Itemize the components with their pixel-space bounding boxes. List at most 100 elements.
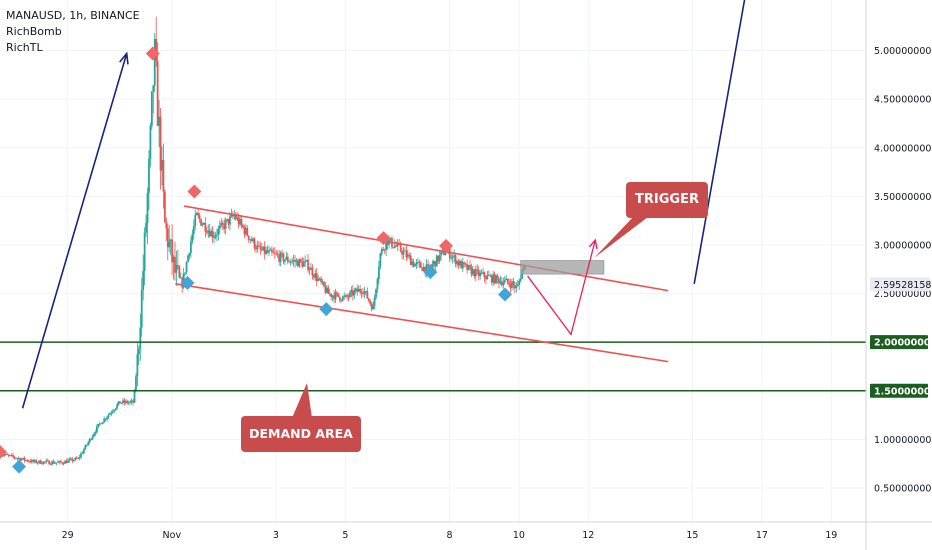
candle-body xyxy=(184,272,187,274)
candle-body xyxy=(411,261,414,265)
candle-body xyxy=(389,237,392,240)
candle-body xyxy=(176,265,179,266)
candle-body xyxy=(85,444,88,446)
x-tick-label: Nov xyxy=(163,530,182,541)
candle-body xyxy=(511,281,513,288)
candle-body xyxy=(148,158,150,193)
candle-body xyxy=(62,463,65,465)
candle-body xyxy=(55,462,58,464)
candle-body xyxy=(233,215,236,217)
candle-body xyxy=(318,278,321,280)
candle-body xyxy=(350,290,353,293)
candle-body xyxy=(385,240,388,251)
support-price-badge xyxy=(870,335,928,350)
current-price-label: 2.59528158 xyxy=(874,280,931,291)
candle-body xyxy=(162,160,165,192)
candle-body xyxy=(519,278,522,281)
candle-body xyxy=(93,433,95,437)
candle-body xyxy=(470,266,473,275)
candle-body xyxy=(266,250,269,253)
candle-body xyxy=(220,222,223,226)
indicator-richbomb-label[interactable]: RichBomb xyxy=(6,25,62,38)
candle-body xyxy=(443,250,445,256)
candle-body xyxy=(91,436,94,440)
projection-arrowhead xyxy=(588,238,598,250)
candle-body xyxy=(285,256,288,260)
candle-body xyxy=(211,231,214,238)
candle-body xyxy=(94,432,97,434)
candle-body xyxy=(353,290,356,296)
channel-upper-line xyxy=(183,205,669,292)
candle-body xyxy=(425,264,428,273)
candle-body xyxy=(499,281,502,284)
candle-body xyxy=(307,259,309,271)
y-tick-label: 2.00000000 xyxy=(874,338,932,349)
candle-body xyxy=(278,255,281,262)
candle-body xyxy=(304,260,307,263)
candle-body xyxy=(205,231,208,233)
candle-body xyxy=(409,256,412,265)
candle-body xyxy=(310,267,312,270)
candle-body xyxy=(474,269,477,277)
candle-body xyxy=(133,389,136,403)
candle-body xyxy=(36,462,39,464)
candle-body xyxy=(461,262,464,269)
candle-body xyxy=(328,293,331,295)
chart-legend: MANAUSD, 1h, BINANCE RichBomb RichTL xyxy=(6,8,140,56)
candle-body xyxy=(369,300,372,304)
y-tick-label: 4.50000000 xyxy=(874,95,931,106)
candle-body xyxy=(299,259,302,262)
symbol-label[interactable]: MANAUSD, 1h, BINANCE xyxy=(6,9,140,22)
candle-body xyxy=(476,269,479,271)
candle-body xyxy=(405,250,408,258)
candle-body xyxy=(315,273,318,281)
candle-body xyxy=(305,259,308,261)
candle-body xyxy=(166,228,169,248)
candle-body xyxy=(489,275,492,277)
candle-body xyxy=(351,290,354,296)
candle-body xyxy=(197,213,200,216)
candle-body xyxy=(284,259,286,262)
candle-body xyxy=(260,249,263,251)
candle-body xyxy=(349,292,351,297)
candle-body xyxy=(3,454,6,456)
candle-body xyxy=(217,228,220,235)
candle-body xyxy=(191,234,194,242)
candle-body xyxy=(218,225,221,229)
candle-body xyxy=(333,295,335,300)
candle-body xyxy=(346,295,348,297)
candle-body xyxy=(178,265,181,278)
candle-body xyxy=(275,253,278,255)
candle-body xyxy=(149,125,152,159)
indicator-richtl-label[interactable]: RichTL xyxy=(6,41,43,54)
candle-body xyxy=(15,457,17,459)
candle-body xyxy=(240,219,243,225)
candle-body xyxy=(30,460,33,463)
candle-body xyxy=(379,253,382,267)
candle-body xyxy=(249,239,252,241)
candle-body xyxy=(406,254,409,258)
candle-body xyxy=(119,401,121,404)
candle-body xyxy=(417,262,419,263)
candle-body xyxy=(158,116,160,126)
y-tick-label: 4.00000000 xyxy=(874,143,931,154)
candle-body xyxy=(67,460,69,463)
demand-area-callout: DEMAND AREA xyxy=(241,416,361,452)
candle-body xyxy=(165,222,168,229)
candle-body xyxy=(214,235,217,238)
candle-body xyxy=(386,240,389,245)
candle-body xyxy=(111,411,114,413)
candle-body xyxy=(71,458,74,462)
candle-body xyxy=(216,234,218,236)
y-tick-label: 1.00000000 xyxy=(874,435,931,446)
x-tick-label: 8 xyxy=(446,530,452,541)
candle-body xyxy=(424,266,427,273)
candle-body xyxy=(401,250,403,255)
candle-body xyxy=(357,288,360,292)
candle-body xyxy=(64,460,66,464)
candle-body xyxy=(383,249,386,251)
candle-body xyxy=(404,250,406,252)
candle-body xyxy=(294,260,296,262)
candle-body xyxy=(338,296,341,301)
